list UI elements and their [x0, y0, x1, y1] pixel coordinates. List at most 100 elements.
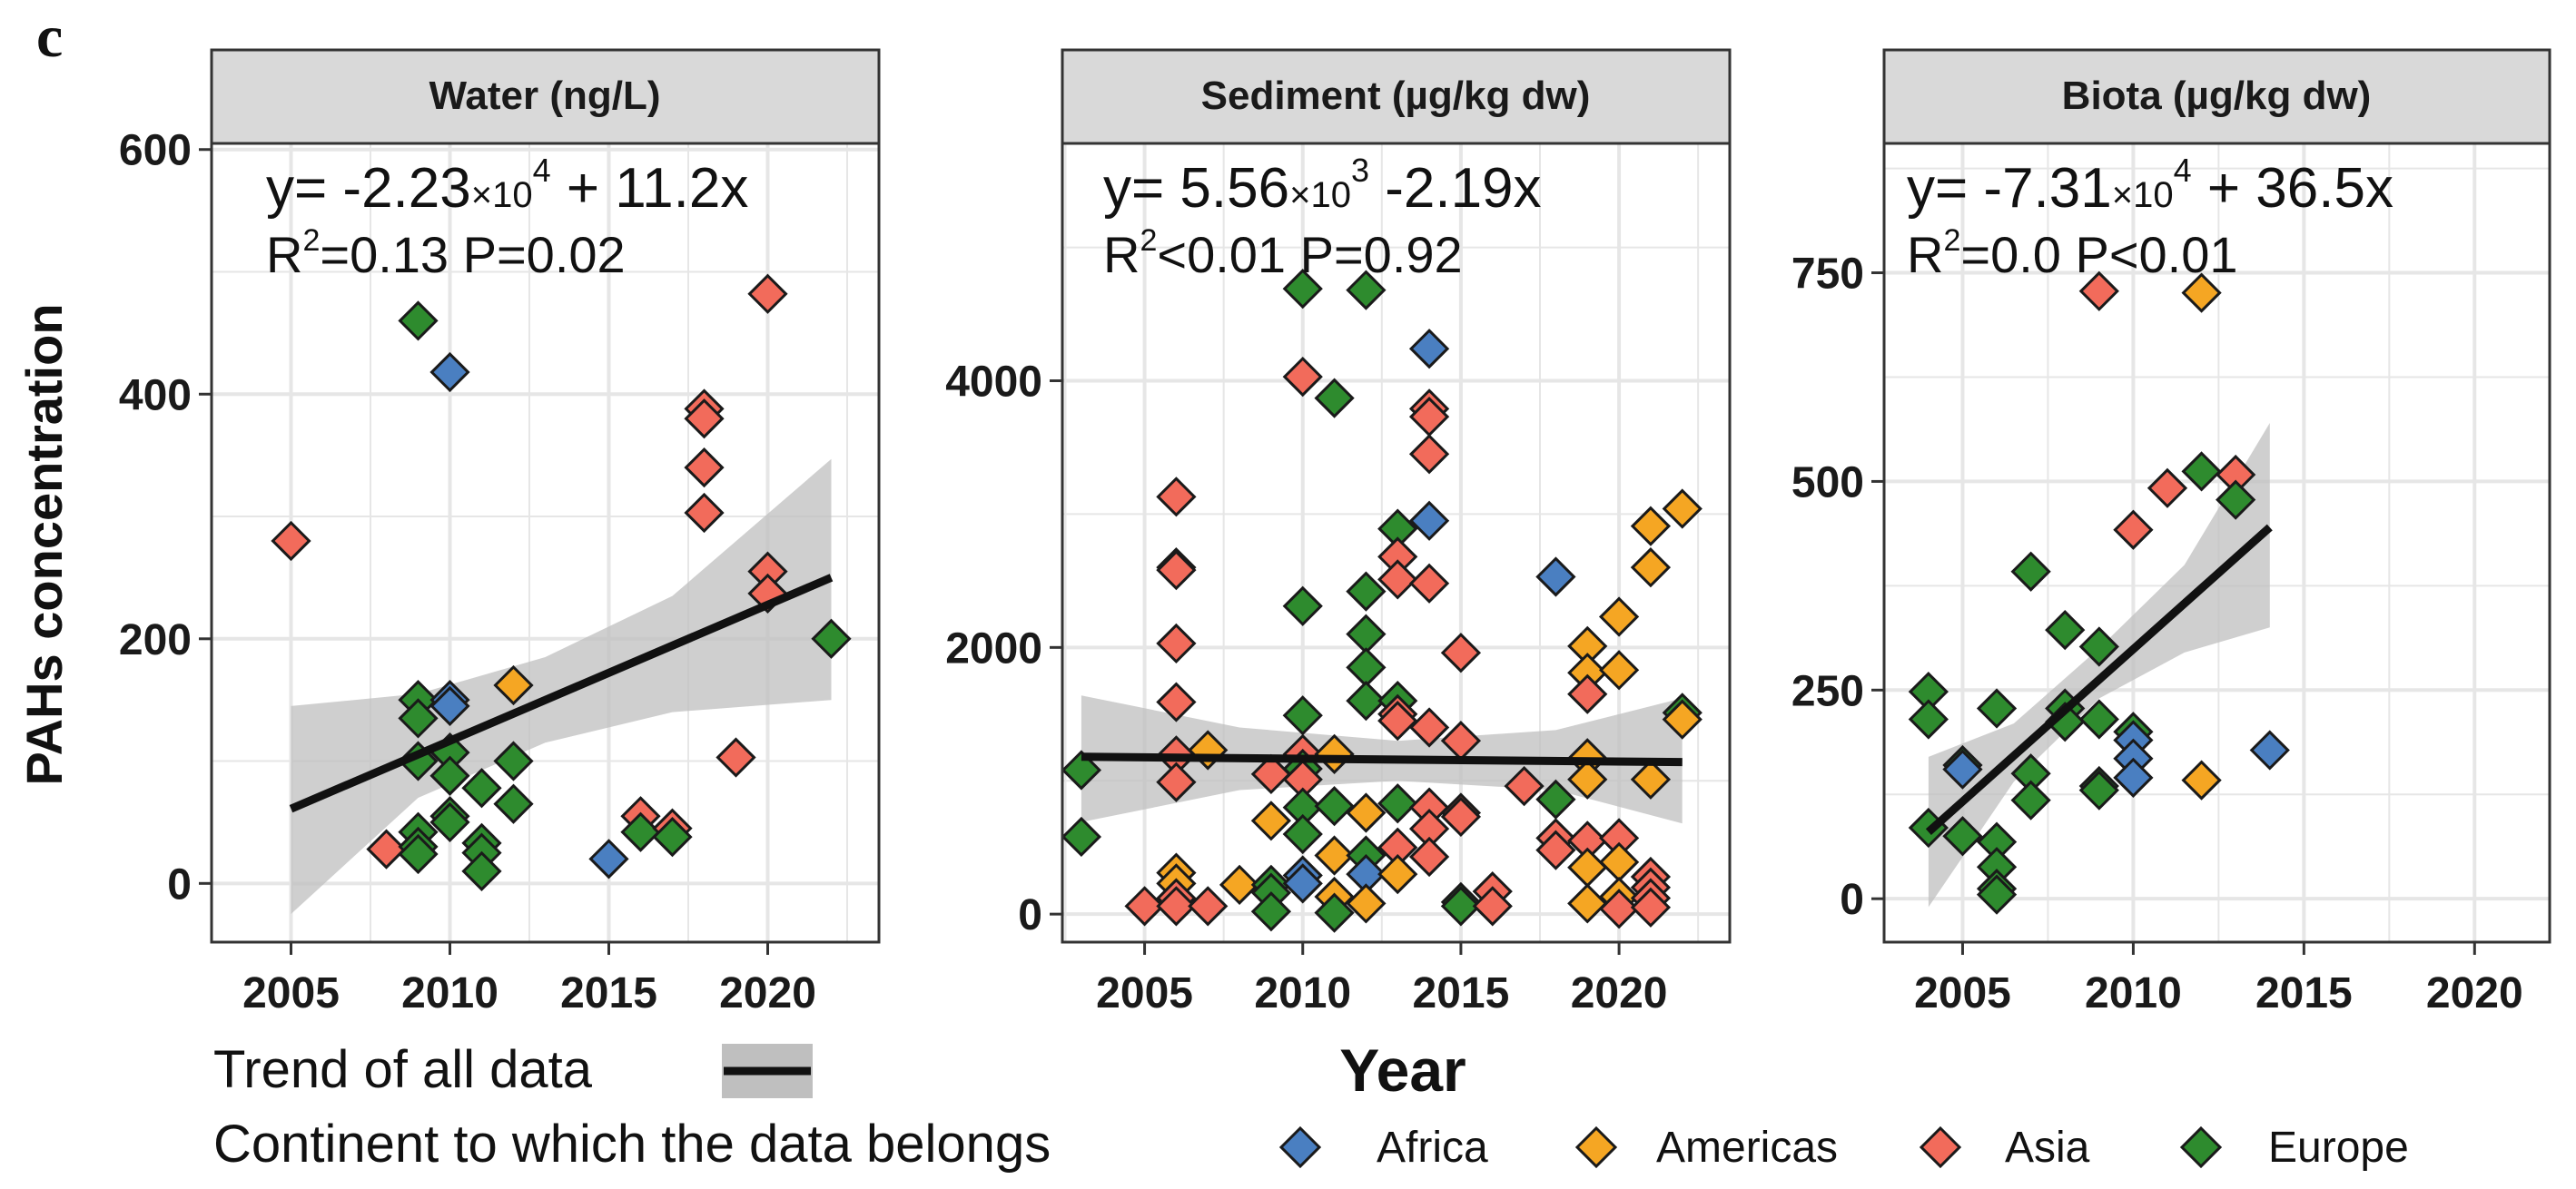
data-point-asia [1156, 762, 1197, 802]
data-point-europe [1976, 874, 2018, 915]
y-tick-label: 200 [119, 616, 192, 664]
panel-water: Water (ng/L) 2005 2010 2015 20200200400600 … [119, 48, 881, 1017]
data-point-europe [1282, 585, 1323, 626]
data-point-asia [2147, 467, 2188, 508]
equation-water: y= -2.23×104 + 11.2x [266, 152, 748, 220]
data-point-europe [2045, 609, 2086, 651]
x-tick-label: 2005 [1096, 969, 1193, 1017]
panel-biota: Biota (µg/kg dw) 2005 2010 2015 2020 0 250 500… [1791, 48, 2551, 1017]
data-point-europe [1282, 269, 1323, 310]
y-tick-label: 600 [119, 127, 192, 175]
data-point-europe [398, 698, 439, 739]
data-point-africa [1535, 556, 1576, 597]
data-point-asia [1156, 477, 1197, 517]
data-point-americas [2181, 272, 2222, 313]
data-point-americas [1598, 596, 1640, 637]
data-point-asia [1598, 889, 1640, 929]
data-point-asia [1408, 836, 1450, 878]
data-point-europe [1314, 786, 1355, 827]
data-point-europe [461, 768, 502, 809]
data-point-africa [429, 685, 470, 727]
equation-sediment: y= 5.56×103 -2.19x [1103, 152, 1542, 220]
strip-biota [1882, 48, 2551, 145]
data-point-europe [2216, 479, 2256, 520]
legend-item-americas: Americas [1574, 1124, 1838, 1172]
data-point-americas [1346, 883, 1387, 924]
data-point-asia [1250, 753, 1292, 795]
data-point-asia [1567, 673, 1608, 714]
data-point-europe [2078, 699, 2119, 740]
strip-title-sediment: Sediment (µg/kg dw) [1201, 74, 1591, 118]
x-tick-label: 2015 [2255, 969, 2353, 1017]
data-point-europe [1282, 695, 1323, 736]
data-point-asia [1377, 559, 1418, 600]
data-point-asia [1630, 887, 1672, 928]
y-tick-label: 4000 [945, 359, 1042, 407]
x-axis-title: Year [1339, 1037, 1466, 1104]
data-point-africa [588, 839, 629, 879]
data-point-europe [493, 783, 534, 824]
data-point-africa [2113, 757, 2154, 798]
y-tick-label: 0 [167, 860, 192, 909]
legend-label-americas: Americas [1656, 1124, 1838, 1172]
data-point-europe [493, 741, 534, 781]
y-axis-title: PAHs concentration [15, 303, 73, 785]
data-point-americas [1662, 488, 1703, 529]
data-point-europe [1314, 892, 1355, 933]
data-point-asia [1408, 563, 1450, 604]
trend-line [1081, 752, 1683, 767]
data-point-europe [2078, 626, 2119, 667]
stats-biota: R2=0.0 P<0.01 [1907, 223, 2238, 283]
panel-border [1061, 142, 1732, 944]
legend-label-asia: Asia [2005, 1124, 2090, 1172]
legend-marker-europe [2179, 1125, 2223, 1169]
data-point-asia [1188, 886, 1229, 927]
legend-trend-label: Trend of all data [213, 1040, 593, 1099]
data-point-asia [684, 447, 725, 488]
data-point-asia [684, 398, 725, 439]
data-point-asia [1156, 682, 1197, 722]
data-point-europe [429, 755, 470, 796]
panel-border [1882, 142, 2551, 944]
x-tick-label: 2015 [1413, 969, 1510, 1017]
data-point-americas [1567, 883, 1608, 924]
data-point-europe [1061, 750, 1102, 791]
data-point-asia [1377, 701, 1418, 742]
data-point-europe [1440, 886, 1482, 927]
data-point-europe [2181, 451, 2222, 492]
x-tick-label: 2020 [2426, 969, 2523, 1017]
data-point-asia [1124, 886, 1165, 927]
data-point-americas [1346, 792, 1387, 833]
data-point-africa [429, 351, 470, 393]
data-point-asia [2078, 270, 2119, 311]
data-point-europe [2010, 780, 2051, 821]
data-point-europe [398, 741, 439, 781]
data-point-americas [493, 664, 534, 706]
x-tick-label: 2015 [560, 969, 657, 1017]
data-point-americas [1630, 759, 1672, 800]
data-point-europe [2078, 770, 2119, 811]
stats-sediment: R2<0.01 P=0.92 [1103, 223, 1463, 283]
data-point-asia [1156, 623, 1197, 664]
data-point-asia [747, 273, 788, 314]
data-point-asia [1440, 633, 1482, 673]
data-point-asia [1156, 549, 1197, 591]
legend-continent-label: Continent to which the data belongs [213, 1115, 1051, 1174]
legend-label-europe: Europe [2268, 1124, 2409, 1172]
data-point-europe [398, 833, 439, 875]
y-tick-label: 250 [1791, 667, 1864, 715]
legend-label-africa: Africa [1377, 1124, 1488, 1172]
legend-marker-asia [1919, 1125, 1962, 1169]
y-tick-label: 2000 [945, 624, 1042, 673]
data-point-americas [1630, 547, 1672, 588]
data-point-europe [1250, 891, 1292, 932]
data-point-europe [1377, 783, 1418, 824]
data-point-europe [1314, 378, 1355, 418]
x-tick-label: 2005 [1914, 969, 2011, 1017]
data-point-europe [1061, 816, 1102, 858]
data-point-europe [1942, 816, 1983, 857]
data-point-asia [1440, 796, 1482, 838]
panel-sediment: Sediment (µg/kg dw) 2005 2010 2015 2020 0 200… [945, 48, 1732, 1017]
data-point-asia [1408, 434, 1450, 475]
